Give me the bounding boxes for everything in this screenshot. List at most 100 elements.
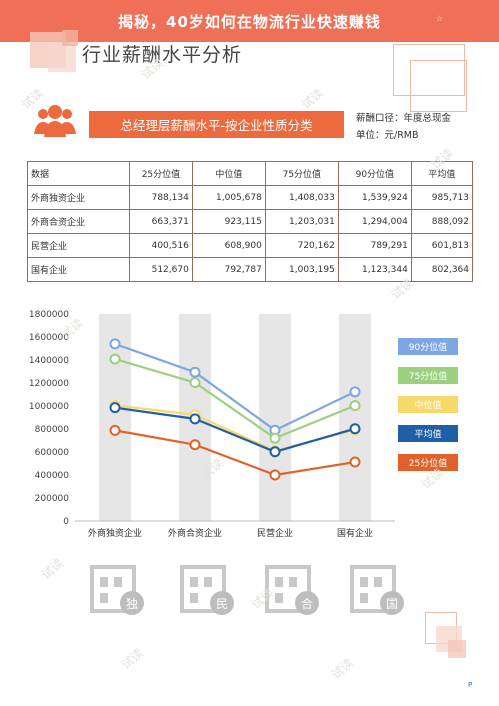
legend-swatch <box>398 396 458 413</box>
x-tick-label: 外商独资企业 <box>88 527 142 539</box>
x-tick-label: 国有企业 <box>337 527 373 539</box>
state-owned-building-icon <box>350 565 404 615</box>
category-band <box>259 314 291 521</box>
table-cell: 1,294,004 <box>337 209 412 234</box>
table-cell: 1,203,031 <box>264 209 339 234</box>
data-point <box>189 413 201 425</box>
data-point <box>189 366 201 378</box>
legend-swatch <box>398 338 458 355</box>
data-point <box>269 446 281 458</box>
legend-label: 中位值 <box>414 399 441 411</box>
icon-badge-label: 独 <box>126 597 138 611</box>
watermark-text: 试读 <box>298 85 327 112</box>
table-cell: 1,003,195 <box>264 257 339 282</box>
data-point <box>349 400 361 412</box>
data-point <box>269 469 281 481</box>
data-point <box>349 456 361 468</box>
private-building-icon <box>180 565 234 615</box>
table-cell: 1,539,924 <box>337 185 412 210</box>
table-cell: 788,134 <box>129 185 193 210</box>
table-row: 国有企业 512,670 792,787 1,003,195 1,123,344… <box>27 257 474 282</box>
people-group-icon <box>34 105 76 137</box>
foreign-owned-building-icon <box>90 565 144 615</box>
table-cell: 792,787 <box>191 257 266 282</box>
table-header-cell: 90分位值 <box>337 161 412 186</box>
y-tick-label: 1600000 <box>29 333 69 343</box>
series-line <box>114 342 356 432</box>
table-header-cell: 数据 <box>27 161 130 186</box>
legend-swatch <box>398 367 458 384</box>
table-cell: 802,364 <box>410 257 474 282</box>
data-point <box>109 353 121 365</box>
y-tick-label: 1000000 <box>29 402 69 412</box>
data-point <box>349 386 361 398</box>
y-tick-label: 1400000 <box>29 356 69 366</box>
page-number: P <box>468 681 473 689</box>
banner-corner-mark: ☆ <box>435 14 444 23</box>
y-tick-label: 800000 <box>35 425 70 435</box>
table-header-cell: 中位值 <box>191 161 266 186</box>
table-cell: 985,713 <box>410 185 474 210</box>
data-point <box>189 377 201 389</box>
table-cell: 888,092 <box>410 209 474 234</box>
y-tick-label: 1200000 <box>29 379 69 389</box>
table-header-cell: 平均值 <box>410 161 474 186</box>
table-cell: 外商合资企业 <box>27 209 130 234</box>
legend-label: 25分位值 <box>409 457 447 469</box>
table-cell: 512,670 <box>129 257 193 282</box>
series-line <box>114 429 356 477</box>
legend-label: 90分位值 <box>409 341 447 353</box>
data-point <box>269 432 281 444</box>
icon-badge-label: 合 <box>301 596 313 611</box>
y-tick-label: 1800000 <box>29 310 69 320</box>
table-cell: 663,371 <box>129 209 193 234</box>
table-cell: 720,162 <box>264 233 339 258</box>
table-cell: 外商独资企业 <box>27 185 130 210</box>
top-banner: 揭秘，40岁如何在物流行业快速赚钱 ☆ <box>0 0 499 42</box>
watermark-text: 试读 <box>328 655 357 682</box>
data-point <box>189 439 201 451</box>
table-cell: 国有企业 <box>27 257 130 282</box>
note-unit: 单位：元/RMB <box>356 130 419 141</box>
category-band <box>339 314 371 521</box>
table-header-cell: 75分位值 <box>264 161 339 186</box>
table-row: 民营企业 400,516 608,900 720,162 789,291 601… <box>27 233 474 258</box>
table-cell: 400,516 <box>129 233 193 258</box>
data-point <box>109 402 121 414</box>
table-cell: 789,291 <box>337 233 412 258</box>
table-row: 外商独资企业 788,134 1,005,678 1,408,033 1,539… <box>27 185 474 210</box>
data-point <box>109 338 121 350</box>
legend-label: 平均值 <box>414 428 441 440</box>
x-tick-label: 民营企业 <box>257 527 293 539</box>
data-point <box>349 423 361 435</box>
table-cell: 601,813 <box>410 233 474 258</box>
icon-badge-label: 国 <box>386 597 398 611</box>
table-header-cell: 25分位值 <box>129 161 193 186</box>
y-tick-label: 600000 <box>35 448 70 458</box>
banner-title: 揭秘，40岁如何在物流行业快速赚钱 <box>118 12 381 31</box>
enterprise-type-icons: 独民合国 <box>90 565 404 615</box>
note-caliber: 薪酬口径：年度总现金 <box>356 113 452 124</box>
table-header-row: 数据 25分位值 中位值 75分位值 90分位值 平均值 <box>27 161 474 186</box>
icon-badge-label: 民 <box>216 597 228 611</box>
section-notes: 薪酬口径：年度总现金 单位：元/RMB <box>356 110 451 144</box>
y-tick-label: 400000 <box>35 471 70 481</box>
series-line <box>114 358 356 440</box>
legend-label: 75分位值 <box>409 370 447 382</box>
table-cell: 608,900 <box>191 233 266 258</box>
salary-line-chart: 0 200000 400000 600000 800000 1000000 1200000 1… <box>29 310 458 539</box>
salary-table: 数据 25分位值 中位值 75分位值 90分位值 平均值 外商独资企业 788,… <box>27 161 474 282</box>
joint-venture-building-icon <box>265 565 319 615</box>
legend-swatch <box>398 425 458 442</box>
table-cell: 1,408,033 <box>264 185 339 210</box>
data-point <box>109 424 121 436</box>
table-cell: 1,005,678 <box>191 185 266 210</box>
x-tick-label: 外商合资企业 <box>168 527 222 539</box>
table-cell: 923,115 <box>191 209 266 234</box>
page-title: 行业薪酬水平分析 <box>82 44 243 66</box>
y-tick-label: 0 <box>63 517 69 527</box>
section-heading: 总经理层薪酬水平-按企业性质分类 <box>89 111 344 138</box>
legend-swatch <box>398 454 458 471</box>
table-cell: 民营企业 <box>27 233 130 258</box>
series-line <box>114 406 356 453</box>
